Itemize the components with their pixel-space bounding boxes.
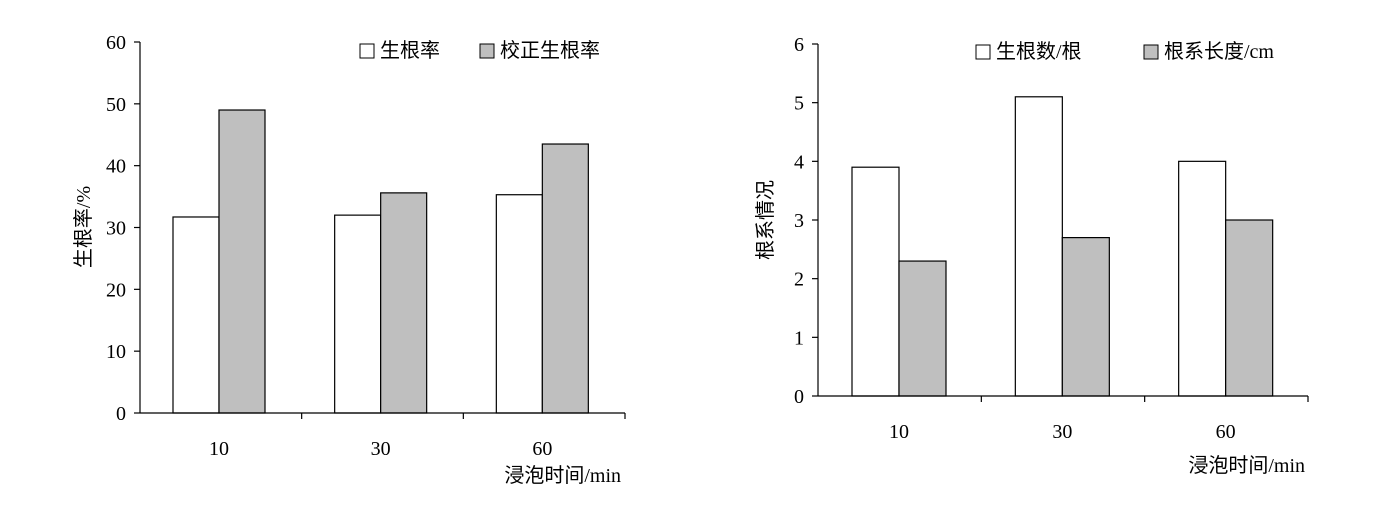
y-tick-label: 4 [794,151,804,173]
y-tick-label: 6 [794,34,804,56]
legend-swatch-series-1 [975,44,991,60]
y-tick-label: 3 [794,210,804,232]
bar-series-2-cat-10 [218,109,266,414]
x-tick-label: 10 [209,438,229,460]
x-tick-label: 60 [532,438,552,460]
bar-series-1-cat-60 [1178,160,1227,397]
x-ticks: 10 30 60 [889,396,1309,443]
chart-rooting-rate-bars [172,109,589,414]
chart-root-condition-bars [851,96,1274,397]
y-tick-label: 0 [794,386,804,408]
legend-label-series-1: 生根率 [380,39,440,62]
x-ticks: 10 30 60 [209,413,626,460]
bar-series-2-cat-10 [898,260,947,397]
x-axis-title: 浸泡时间/min [504,464,621,487]
y-tick-label: 2 [794,269,804,291]
y-tick-label: 0 [116,403,126,425]
y-tick-label: 60 [106,32,126,54]
bar-series-2-cat-30 [1061,237,1110,397]
bar-series-1-cat-30 [334,214,382,414]
x-tick-label: 10 [889,421,909,443]
bar-series-1-cat-10 [172,216,220,414]
y-tick-label: 10 [106,341,126,363]
y-ticks: 0 1 2 3 4 5 6 [794,34,818,408]
y-tick-label: 30 [106,218,126,240]
bar-series-1-cat-60 [495,194,543,414]
chart-rooting-rate: 0 10 20 30 40 50 60 10 30 60 生根率/% 浸泡时间/min 生根率 … [72,32,626,487]
bar-series-1-cat-10 [851,166,900,397]
legend-label-series-2: 校正生根率 [500,39,600,62]
legend-swatch-series-1 [359,43,375,59]
y-tick-label: 20 [106,279,126,301]
x-tick-label: 30 [1052,421,1072,443]
x-tick-label: 30 [371,438,391,460]
bar-series-2-cat-60 [1225,219,1274,397]
legend-swatch-series-2 [1143,44,1159,60]
x-axis-title: 浸泡时间/min [1188,454,1305,477]
x-tick-label: 60 [1216,421,1236,443]
legend: 生根率 校正生根率 [359,39,600,62]
y-tick-label: 40 [106,156,126,178]
bar-series-2-cat-30 [380,192,428,414]
y-ticks: 0 10 20 30 40 50 60 [106,32,140,425]
bar-series-2-cat-60 [541,143,589,414]
legend-label-series-1: 生根数/根 [996,40,1082,63]
legend: 生根数/根 根系长度/cm [975,40,1274,63]
legend-swatch-series-2 [479,43,495,59]
y-tick-label: 50 [106,94,126,116]
y-tick-label: 1 [794,327,804,349]
legend-label-series-2: 根系长度/cm [1164,40,1274,63]
y-tick-label: 5 [794,93,804,115]
bar-series-1-cat-30 [1014,96,1063,397]
y-axis-title: 生根率/% [72,186,95,268]
y-axis-title: 根系情况 [754,180,777,260]
chart-root-condition: 0 1 2 3 4 5 6 10 30 60 根系情况 浸泡时间/min 生根数/根 根系长度/… [754,34,1309,477]
